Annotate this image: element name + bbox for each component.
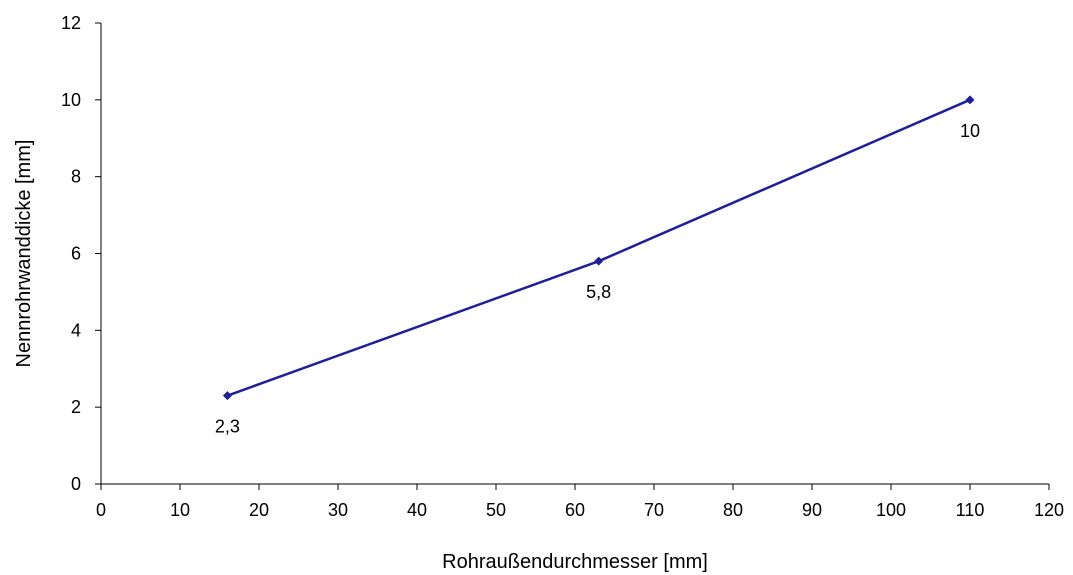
x-tick-label: 20: [249, 500, 269, 520]
y-tick-label: 10: [61, 90, 81, 110]
x-axis-title: Rohraußendurchmesser [mm]: [442, 551, 708, 573]
x-tick-label: 10: [170, 500, 190, 520]
series: [222, 95, 975, 401]
x-tick-label: 110: [956, 500, 985, 520]
y-tick-label: 8: [71, 167, 81, 187]
axes: [100, 23, 1049, 485]
data-labels: 2,3 5,8 10: [215, 121, 980, 437]
series-line: [226, 98, 971, 397]
x-tick-label: 80: [723, 500, 743, 520]
x-tick-label: 50: [486, 500, 506, 520]
y-tick-label: 4: [71, 320, 81, 340]
data-label: 10: [960, 121, 980, 141]
x-tick-label: 60: [565, 500, 585, 520]
x-tick-label: 90: [802, 500, 822, 520]
y-tick-label: 12: [61, 13, 81, 33]
ticks: 0 10 20 30 40 50 60 70 80 90 100 110 120 0 2 4 6 8 10 12: [61, 13, 1064, 520]
x-tick-label: 120: [1034, 500, 1064, 520]
data-point-marker: [222, 391, 232, 401]
y-axis-title: Nennrohrwanddicke [mm]: [13, 140, 35, 368]
y-tick-label: 6: [71, 244, 81, 264]
x-tick-label: 30: [328, 500, 348, 520]
y-tick-label: 0: [71, 474, 81, 494]
data-point-marker: [965, 95, 975, 105]
x-tick-label: 40: [407, 500, 427, 520]
data-point-marker: [594, 256, 604, 266]
x-tick-label: 0: [96, 500, 106, 520]
x-tick-label: 100: [876, 500, 906, 520]
data-label: 2,3: [215, 417, 240, 437]
data-label: 5,8: [586, 282, 611, 302]
x-tick-label: 70: [644, 500, 664, 520]
y-tick-label: 2: [71, 397, 81, 417]
